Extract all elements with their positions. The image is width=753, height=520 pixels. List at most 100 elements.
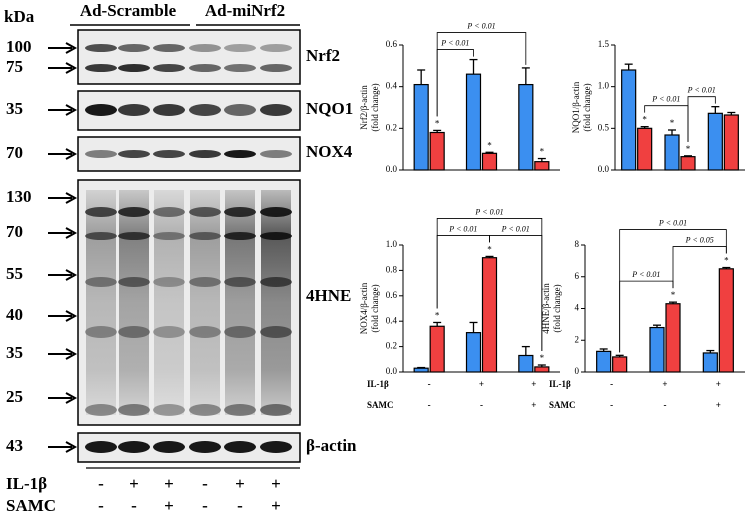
condition-value: - <box>237 496 243 515</box>
condition-label: IL-1β <box>6 474 47 493</box>
blot-band <box>118 64 150 72</box>
bar <box>612 356 628 373</box>
blot-band <box>260 232 292 240</box>
marker-label: 40 <box>6 305 23 324</box>
y-tick-label: 0.4 <box>386 315 398 325</box>
bar <box>481 152 498 171</box>
p-value-label: P < 0.01 <box>658 218 687 227</box>
blot-smear <box>119 190 149 415</box>
bar <box>518 83 534 171</box>
condition-value: + <box>271 474 281 493</box>
blot-band <box>224 64 256 72</box>
condition-value: + <box>716 400 721 410</box>
blot-band <box>85 277 117 287</box>
blot-band <box>118 104 150 116</box>
y-tick-label: 4 <box>575 303 580 313</box>
marker-label: 25 <box>6 387 23 406</box>
marker-label: 55 <box>6 264 23 283</box>
marker-arrowhead <box>65 42 78 54</box>
condition-value: - <box>428 379 431 389</box>
blot-smear <box>154 190 184 415</box>
blot-band <box>118 326 150 338</box>
y-tick-label: 0.0 <box>386 366 398 376</box>
condition-value: + <box>531 379 536 389</box>
bar <box>702 352 718 373</box>
p-value-label: P < 0.01 <box>687 85 716 94</box>
significance-marker: * <box>540 147 545 157</box>
condition-value: - <box>202 474 208 493</box>
bar <box>637 127 653 171</box>
p-value-label: P < 0.01 <box>474 207 503 216</box>
blot-band <box>189 150 221 158</box>
significance-bracket <box>672 246 727 289</box>
blot-band <box>189 44 221 52</box>
marker-label: 75 <box>6 57 23 76</box>
marker-label: 70 <box>6 143 23 162</box>
condition-value: - <box>428 400 431 410</box>
group-label: Ad-Scramble <box>80 1 177 20</box>
condition-label: SAMC <box>6 496 56 515</box>
blot-smear <box>86 190 116 415</box>
y-axis-label: 4HNE/β-actin <box>541 283 551 334</box>
blot-label: NQO1 <box>306 99 353 118</box>
blot-band <box>260 64 292 72</box>
blot-band <box>260 150 292 158</box>
y-axis-label: (fold change) <box>370 83 380 131</box>
condition-value: + <box>662 379 667 389</box>
p-value-label: P < 0.01 <box>448 224 477 233</box>
unit-label: kDa <box>4 7 35 26</box>
condition-label: SAMC <box>549 400 576 410</box>
blot-panel <box>77 29 301 85</box>
marker-label: 100 <box>6 37 32 56</box>
condition-label: IL-1β <box>549 379 571 389</box>
blot-band <box>118 207 150 217</box>
significance-bracket <box>619 229 727 353</box>
significance-bracket <box>436 235 490 309</box>
marker-arrowhead <box>65 148 78 160</box>
blot-band <box>153 326 185 338</box>
blot-band <box>189 326 221 338</box>
bar <box>465 332 482 373</box>
significance-marker: * <box>540 353 545 363</box>
blot-band <box>260 277 292 287</box>
blot-band <box>85 150 117 158</box>
p-value-label: P < 0.01 <box>501 224 530 233</box>
y-tick-label: 1.0 <box>386 239 398 249</box>
y-tick-label: 0.2 <box>386 122 397 132</box>
blot-band <box>153 277 185 287</box>
blot-band <box>118 232 150 240</box>
bar <box>723 114 739 171</box>
group-label: Ad-miNrf2 <box>205 1 285 20</box>
blot-band <box>224 104 256 116</box>
bar <box>534 161 550 171</box>
y-tick-label: 6 <box>575 271 580 281</box>
bar <box>481 257 498 373</box>
y-axis-label: Nrf2/β-actin <box>359 85 369 130</box>
blot-band <box>224 44 256 52</box>
y-tick-label: 0.6 <box>386 39 398 49</box>
condition-value: + <box>164 474 174 493</box>
significance-bracket <box>436 32 527 117</box>
bar <box>429 325 445 373</box>
blot-label: 4HNE <box>306 286 351 305</box>
blot-band <box>260 207 292 217</box>
blot-band <box>189 104 221 116</box>
y-tick-label: 1.5 <box>598 39 610 49</box>
y-tick-label: 0.5 <box>598 122 610 132</box>
y-axis-label: (fold change) <box>582 83 592 131</box>
blot-band <box>260 44 292 52</box>
marker-arrowhead <box>65 227 78 239</box>
blot-band <box>189 207 221 217</box>
blot-smear <box>261 190 291 415</box>
blot-band <box>118 441 150 453</box>
significance-marker: * <box>671 290 676 300</box>
y-tick-label: 0 <box>575 366 580 376</box>
y-tick-label: 0.0 <box>386 164 398 174</box>
condition-value: + <box>479 379 484 389</box>
significance-bracket <box>619 280 674 353</box>
significance-marker: * <box>686 144 691 154</box>
bar <box>718 268 734 373</box>
y-tick-label: 8 <box>575 239 580 249</box>
significance-marker: * <box>435 311 440 321</box>
blot-band <box>85 44 117 52</box>
